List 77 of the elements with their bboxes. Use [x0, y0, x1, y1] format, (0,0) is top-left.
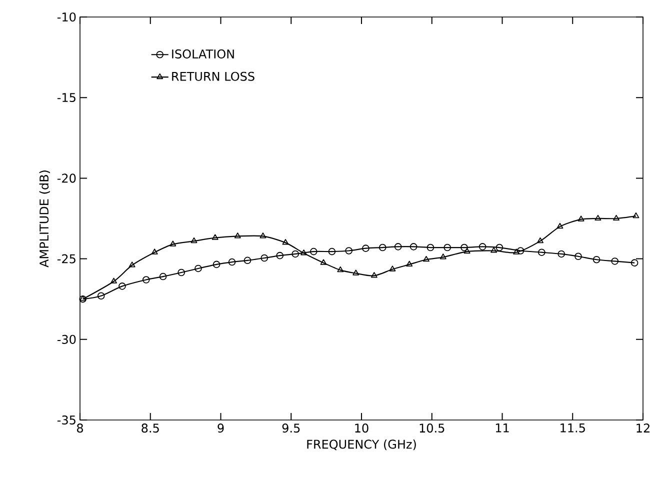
point — [613, 214, 620, 221]
point — [394, 243, 402, 250]
point — [426, 244, 434, 252]
point — [362, 244, 370, 252]
x-tick-label: 8 — [77, 424, 83, 433]
x-tick-label: 10 — [355, 424, 368, 433]
point — [292, 250, 299, 258]
point — [228, 258, 236, 266]
y-tick-label: -35 — [57, 415, 76, 425]
x-tick-label: 10.5 — [420, 424, 444, 433]
point — [244, 256, 252, 264]
point — [632, 212, 640, 218]
point — [260, 232, 266, 238]
point — [352, 270, 360, 276]
point — [282, 239, 289, 245]
point — [406, 260, 413, 266]
point — [170, 240, 176, 246]
point — [260, 254, 268, 262]
point — [310, 248, 318, 256]
y-axis-title: AMPLITUDE (dB) — [39, 170, 50, 268]
point — [378, 244, 386, 252]
x-tick-label: 9.5 — [282, 424, 300, 433]
point — [444, 244, 452, 252]
point — [212, 260, 220, 268]
x-tick-label: 9 — [218, 424, 224, 433]
x-tick-label: 12 — [636, 424, 650, 432]
x-tick-label: 8.5 — [142, 424, 159, 433]
point — [194, 264, 202, 272]
point — [300, 250, 308, 256]
point — [234, 232, 241, 238]
point — [118, 282, 126, 290]
point — [516, 247, 524, 254]
x-tick-label: 11.5 — [560, 424, 585, 432]
x-tick-label: 11 — [496, 424, 509, 432]
point — [578, 216, 584, 222]
point — [556, 222, 564, 229]
point — [142, 276, 150, 284]
point — [151, 248, 158, 254]
point — [574, 252, 582, 260]
point — [440, 254, 446, 260]
point — [611, 258, 618, 265]
point — [630, 259, 638, 266]
point — [159, 272, 167, 280]
point — [345, 247, 352, 254]
point — [464, 248, 470, 254]
point — [212, 234, 218, 240]
point — [513, 248, 520, 254]
point — [370, 272, 378, 278]
y-tick-label: -30 — [57, 334, 76, 344]
point — [478, 243, 486, 250]
point — [110, 278, 117, 284]
point — [594, 214, 602, 221]
point — [320, 259, 327, 265]
y-tick-label: -25 — [57, 254, 76, 264]
y-tick-label: -20 — [57, 174, 76, 183]
point — [337, 266, 344, 272]
point — [97, 292, 105, 300]
point — [423, 256, 430, 262]
point — [410, 243, 418, 250]
point — [128, 262, 136, 268]
x-axis-title: FREQUENCY (GHz) — [307, 439, 416, 450]
point — [496, 244, 504, 252]
point — [190, 237, 198, 244]
point — [389, 266, 396, 272]
point — [178, 268, 185, 276]
point — [538, 248, 546, 256]
legend-label: ISOLATION — [172, 49, 234, 58]
point — [537, 237, 544, 244]
point — [490, 247, 498, 253]
legend-label: RETURN LOSS — [172, 72, 254, 81]
point — [592, 256, 600, 264]
y-tick-label: -15 — [57, 93, 76, 102]
point — [276, 252, 284, 260]
y-tick-label: -10 — [57, 12, 76, 22]
point — [558, 250, 566, 258]
point — [460, 244, 468, 252]
point — [328, 248, 336, 256]
